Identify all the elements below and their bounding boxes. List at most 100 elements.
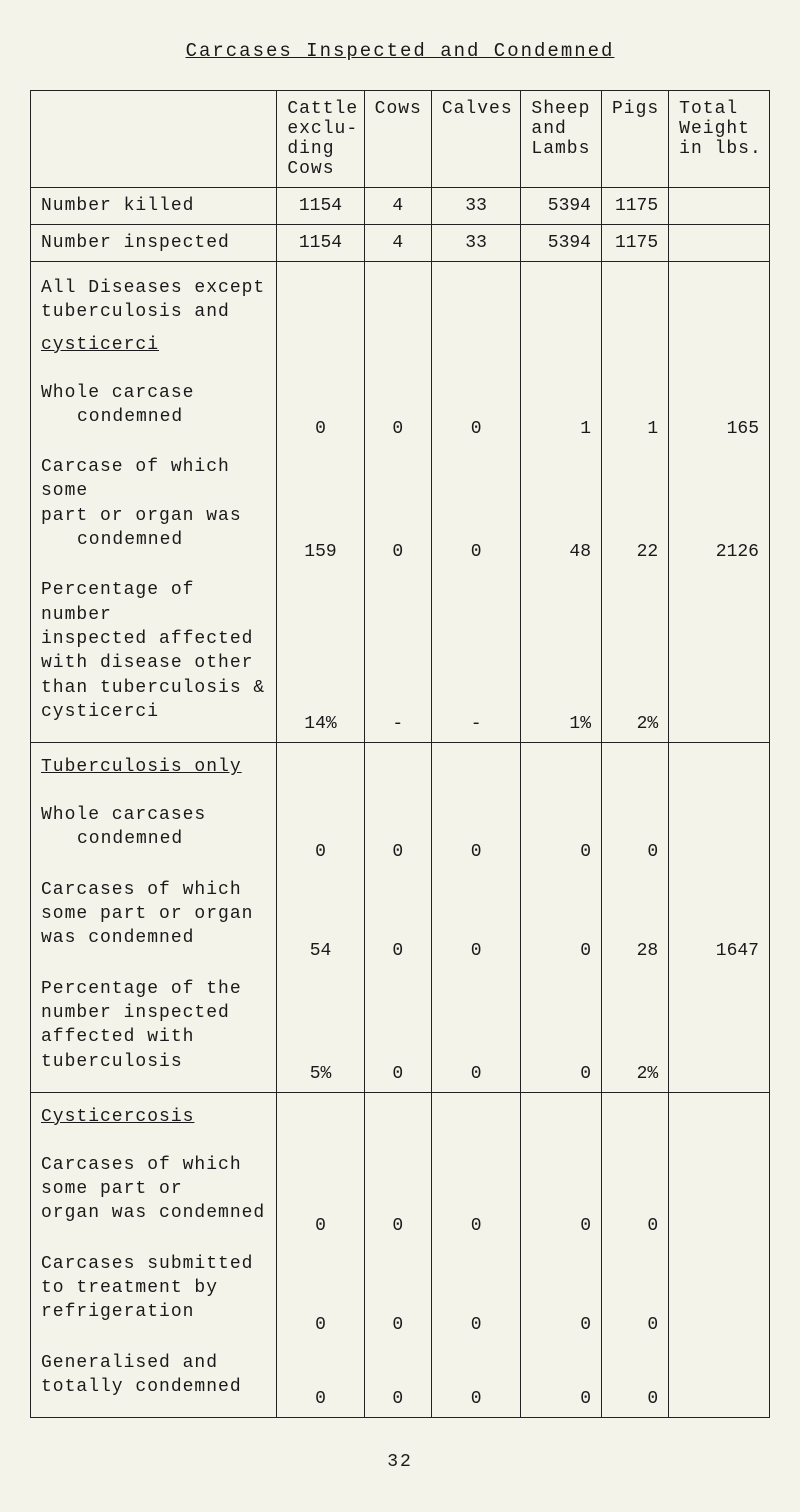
label-line: totally condemned: [41, 1377, 242, 1397]
cell: 5394: [521, 188, 602, 225]
cell: 0: [521, 870, 602, 969]
cell: 33: [431, 188, 521, 225]
label-line: condemned: [41, 405, 270, 429]
cell: 159: [277, 447, 364, 570]
cell: 5394: [521, 225, 602, 262]
row-tb-whole: Whole carcases condemned 0 0 0 0 0: [31, 795, 770, 870]
section2-head: Tuberculosis only: [31, 743, 277, 796]
label-line: was condemned: [41, 928, 194, 948]
cell: 0: [431, 1244, 521, 1343]
header-cattle: Cattle exclu-ding Cows: [277, 91, 364, 188]
label-pct1: Percentage of number inspected affected …: [31, 570, 277, 742]
cell: 54: [277, 870, 364, 969]
label-line: Generalised and: [41, 1353, 218, 1373]
cell: 0: [277, 795, 364, 870]
row-pct1: Percentage of number inspected affected …: [31, 570, 770, 742]
section1-head-text: All Diseases except tuberculosis and: [41, 276, 270, 325]
table-header-row: Cattle exclu-ding Cows Cows Calves Sheep…: [31, 91, 770, 188]
section3-head: Cysticercosis: [31, 1092, 277, 1145]
cell: 22: [602, 447, 669, 570]
page-number: 32: [30, 1452, 770, 1472]
cell: -: [364, 570, 431, 742]
label-line: inspected affected: [41, 629, 253, 649]
row-section1-head: All Diseases except tuberculosis and cys…: [31, 262, 770, 373]
cell: 28: [602, 870, 669, 969]
cell: 0: [431, 447, 521, 570]
cell: 0: [602, 1244, 669, 1343]
cell: [669, 1145, 770, 1244]
header-sheep: Sheep and Lambs: [521, 91, 602, 188]
row-number-inspected: Number inspected 1154 4 33 5394 1175: [31, 225, 770, 262]
header-blank: [31, 91, 277, 188]
label-tb-part: Carcases of which some part or organ was…: [31, 870, 277, 969]
cell: 2126: [669, 447, 770, 570]
cell: 4: [364, 188, 431, 225]
label-tb-whole: Whole carcases condemned: [31, 795, 277, 870]
cell: [669, 969, 770, 1093]
cell: 0: [431, 1145, 521, 1244]
cell: 0: [364, 1343, 431, 1418]
header-calves: Calves: [431, 91, 521, 188]
cell: 0: [431, 373, 521, 448]
cell: 2%: [602, 969, 669, 1093]
cell: 0: [431, 795, 521, 870]
cell: 0: [521, 795, 602, 870]
cell: 0: [277, 1145, 364, 1244]
row-section2-head: Tuberculosis only: [31, 743, 770, 796]
cell: 0: [364, 447, 431, 570]
row-number-killed: Number killed 1154 4 33 5394 1175: [31, 188, 770, 225]
cell: [669, 795, 770, 870]
cell: 1647: [669, 870, 770, 969]
label-line: condemned: [41, 528, 270, 552]
cell: 1175: [602, 225, 669, 262]
section2-head-text: Tuberculosis only: [41, 757, 270, 777]
label-line: some part or: [41, 1179, 183, 1199]
label-line: than tuberculosis &: [41, 678, 265, 698]
section3-head-text: Cysticercosis: [41, 1107, 270, 1127]
cell: 0: [521, 969, 602, 1093]
label-cy-gen: Generalised and totally condemned: [31, 1343, 277, 1418]
cell: 0: [277, 1244, 364, 1343]
cell: 0: [521, 1244, 602, 1343]
label-line: Percentage of number: [41, 580, 194, 624]
label-line: Percentage of the: [41, 979, 242, 999]
header-pigs: Pigs: [602, 91, 669, 188]
label-line: Carcases submitted: [41, 1254, 253, 1274]
cell: 0: [431, 969, 521, 1093]
cell: 165: [669, 373, 770, 448]
row-carcase-part: Carcase of which some part or organ was …: [31, 447, 770, 570]
cell: 1: [521, 373, 602, 448]
label-line: Carcases of which: [41, 880, 242, 900]
label-line: Carcases of which: [41, 1155, 242, 1175]
cell: 0: [364, 373, 431, 448]
cell: 1154: [277, 225, 364, 262]
row-whole-carcase: Whole carcase condemned 0 0 0 1 1 165: [31, 373, 770, 448]
cell: [669, 1343, 770, 1418]
cell: -: [431, 570, 521, 742]
cell: 1: [602, 373, 669, 448]
cell: 2%: [602, 570, 669, 742]
page-title: Carcases Inspected and Condemned: [30, 40, 770, 62]
cell: 0: [602, 1145, 669, 1244]
cell: [669, 225, 770, 262]
cell: [669, 1244, 770, 1343]
label-line: condemned: [41, 827, 270, 851]
label-line: Carcase of which some: [41, 457, 230, 501]
row-cy-refrig: Carcases submitted to treatment by refri…: [31, 1244, 770, 1343]
cell: 0: [521, 1343, 602, 1418]
label-line: affected with: [41, 1027, 194, 1047]
cell: 0: [364, 969, 431, 1093]
cell: 1175: [602, 188, 669, 225]
cell: 0: [364, 795, 431, 870]
cell: 14%: [277, 570, 364, 742]
label-line: part or organ was: [41, 506, 242, 526]
label-number-inspected: Number inspected: [31, 225, 277, 262]
row-section3-head: Cysticercosis: [31, 1092, 770, 1145]
label-line: with disease other: [41, 653, 253, 673]
cell: [669, 188, 770, 225]
label-cy-part: Carcases of which some part or organ was…: [31, 1145, 277, 1244]
cell: 0: [364, 870, 431, 969]
label-line: number inspected: [41, 1003, 230, 1023]
cell: 1154: [277, 188, 364, 225]
cell: 0: [431, 870, 521, 969]
